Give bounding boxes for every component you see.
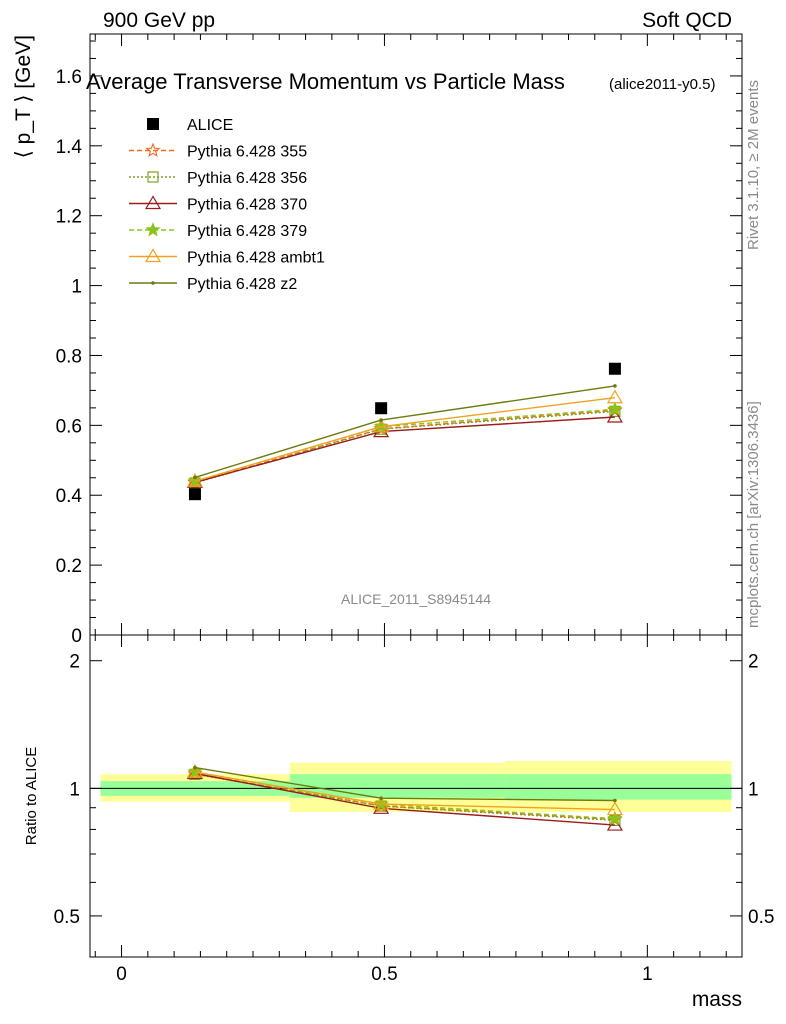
main-ytick-label: 0.4 — [56, 486, 83, 507]
chart-title: Average Transverse Momentum vs Particle … — [86, 69, 565, 94]
data-point-0 — [188, 488, 201, 501]
ratio-band-green-2 — [505, 774, 732, 800]
main-series — [186, 362, 623, 501]
ratio-point-5-0 — [193, 765, 197, 770]
series-line-3 — [194, 408, 615, 482]
ratio-point-4-1 — [373, 795, 390, 810]
legend-marker-4 — [144, 248, 162, 263]
header-left: 900 GeV pp — [103, 9, 216, 32]
ratio-point-4-0 — [186, 763, 203, 778]
main-ylabel: ⟨ p_T ⟩ [GeV] — [12, 35, 35, 158]
ratio-point-5-1 — [379, 796, 383, 800]
series-point-5-2 — [613, 384, 617, 388]
data-point-2 — [608, 362, 621, 375]
series-point-2-2 — [606, 408, 623, 423]
ratio-point-3-0 — [187, 764, 203, 779]
series-line-5 — [194, 385, 616, 479]
main-ytick-label: 0.6 — [56, 416, 82, 437]
legend-label-0: Pythia 6.428 355 — [187, 144, 307, 161]
legend-label-data: ALICE — [187, 117, 233, 134]
legend-label-3: Pythia 6.428 379 — [187, 223, 307, 240]
main-ytick-label: 1 — [71, 277, 82, 298]
legend-marker-2 — [144, 195, 162, 210]
ratio-ytick-label-left: 2 — [69, 652, 80, 673]
series-point-5-0 — [193, 475, 197, 480]
ratio-series — [186, 763, 623, 831]
series-line-4 — [194, 397, 615, 482]
ratio-ytick-label-right: 1 — [748, 779, 759, 800]
legend-marker-1 — [147, 171, 159, 183]
legend-marker-3 — [145, 221, 161, 237]
ratio-ylabel: Ratio to ALICE — [23, 747, 40, 845]
main-ytick-label: 0.2 — [56, 556, 82, 577]
series-point-5-1 — [379, 418, 383, 422]
data-point-1 — [375, 402, 388, 415]
legend-marker-5 — [151, 281, 155, 285]
legend-label-5: Pythia 6.428 z2 — [187, 276, 297, 293]
ratio-ytick-label-left: 0.5 — [54, 907, 80, 928]
ratio-xtick-label: 0 — [116, 964, 127, 985]
legend-label-1: Pythia 6.428 356 — [187, 170, 307, 187]
legend-marker-data — [147, 118, 159, 130]
ratio-point-3-2 — [607, 810, 623, 826]
series-line-1 — [194, 410, 615, 484]
ratio-bands — [100, 761, 732, 812]
header-right: Soft QCD — [642, 9, 732, 32]
series-point-4-2 — [606, 389, 623, 404]
watermark: ALICE_2011_S8945144 — [341, 591, 491, 607]
legend-label-4: Pythia 6.428 ambt1 — [187, 250, 325, 267]
chart-title-tag: (alice2011-y0.5) — [609, 76, 715, 93]
ratio-line-4 — [194, 771, 615, 811]
ratio-xlabel: mass — [692, 988, 742, 1011]
series-point-4-0 — [186, 473, 203, 487]
main-ytick-label: 0.8 — [56, 346, 82, 367]
main-ytick-label: 1.2 — [56, 207, 82, 228]
series-point-3-2 — [607, 401, 623, 416]
ratio-ytick-label-left: 1 — [69, 779, 80, 800]
series-point-4-1 — [373, 418, 390, 433]
ratio-xtick-label: 1 — [642, 964, 653, 985]
ratio-ytick-label-right: 2 — [748, 652, 759, 673]
main-ytick-label: 0 — [71, 626, 82, 647]
ratio-point-5-2 — [613, 798, 617, 803]
ratio-ytick-label-right: 0.5 — [748, 907, 774, 928]
ratio-frame — [89, 634, 743, 958]
ratio-point-4-2 — [606, 801, 623, 816]
ratio-line-2 — [194, 772, 615, 826]
main-ytick-label: 1.6 — [56, 67, 82, 88]
legend-label-2: Pythia 6.428 370 — [187, 197, 307, 214]
ratio-xtick-label: 0.5 — [371, 964, 397, 985]
main-ytick-label: 1.4 — [56, 137, 83, 158]
legend-marker-0 — [145, 142, 161, 158]
